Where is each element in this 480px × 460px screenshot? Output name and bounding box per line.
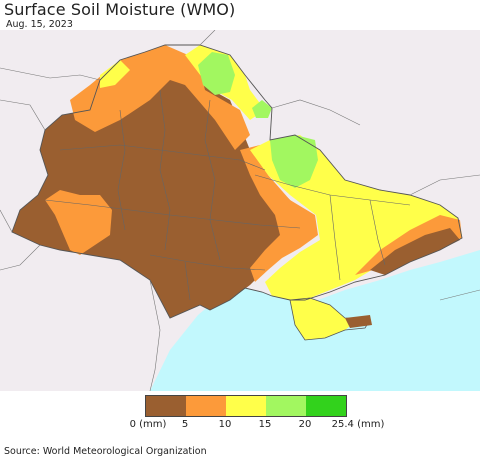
legend-tick-0: 0 (mm)	[129, 419, 167, 430]
zone-wet-north	[198, 52, 235, 95]
map-date: Aug. 15, 2023	[6, 19, 73, 30]
zone-dry-west	[45, 190, 112, 255]
legend-tick-10: 10	[218, 419, 232, 430]
zone-moderate-northwest	[100, 60, 130, 88]
soil-moisture-map	[0, 30, 480, 391]
legend-tick-5: 5	[181, 419, 189, 430]
legend-swatch-10-15	[226, 396, 266, 416]
zone-moderate-crimea	[290, 298, 355, 340]
legend-swatch-0-5	[146, 396, 186, 416]
source-credit: Source: World Meteorological Organizatio…	[4, 446, 207, 457]
legend-swatch-20-25	[306, 396, 346, 416]
legend-swatch-15-20	[266, 396, 306, 416]
oblast-borders	[44, 89, 411, 301]
legend: 0 (mm) 5 10 15 20 25.4 (mm)	[0, 395, 480, 435]
legend-swatches	[145, 395, 347, 417]
neighbour-borders	[0, 30, 480, 391]
crimea-east-tip	[345, 315, 372, 328]
legend-tick-20: 20	[298, 419, 312, 430]
zone-dry-center	[240, 145, 318, 282]
legend-tick-15: 15	[258, 419, 272, 430]
legend-swatch-5-10	[186, 396, 226, 416]
map-title: Surface Soil Moisture (WMO)	[4, 0, 236, 19]
zone-wet-north-small	[252, 100, 272, 118]
crimea-outline	[289, 297, 371, 341]
zone-wet-northeast	[270, 135, 318, 188]
legend-tick-25: 25.4 (mm)	[331, 419, 385, 430]
zone-very-dry-southeast	[370, 228, 460, 275]
country-outline	[11, 44, 463, 319]
